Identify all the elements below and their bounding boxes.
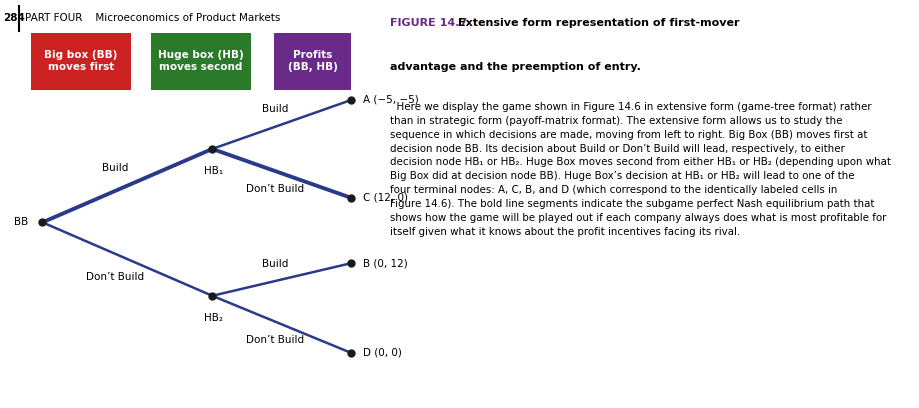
Text: Don’t Build: Don’t Build xyxy=(85,272,144,282)
Text: Profits
(BB, HB): Profits (BB, HB) xyxy=(288,51,337,72)
Text: Build: Build xyxy=(102,162,128,173)
Text: Don’t Build: Don’t Build xyxy=(245,184,303,194)
FancyBboxPatch shape xyxy=(274,33,351,90)
Text: advantage and the preemption of entry.: advantage and the preemption of entry. xyxy=(390,62,640,73)
Text: HB₁: HB₁ xyxy=(204,166,223,176)
Text: HB₂: HB₂ xyxy=(204,313,223,323)
Text: PART FOUR    Microeconomics of Product Markets: PART FOUR Microeconomics of Product Mark… xyxy=(25,13,279,23)
Text: FIGURE 14.7: FIGURE 14.7 xyxy=(390,18,471,29)
Text: D (0, 0): D (0, 0) xyxy=(362,348,402,358)
FancyBboxPatch shape xyxy=(31,33,131,90)
Text: Build: Build xyxy=(261,104,288,114)
Text: 284: 284 xyxy=(3,13,25,23)
Text: C (12, 0): C (12, 0) xyxy=(362,193,407,203)
Text: A (−5, −5): A (−5, −5) xyxy=(362,95,418,105)
Text: Don’t Build: Don’t Build xyxy=(245,335,303,345)
Text: Extensive form representation of first-mover: Extensive form representation of first-m… xyxy=(458,18,739,29)
Text: B (0, 12): B (0, 12) xyxy=(362,258,407,268)
Text: Huge box (HB)
moves second: Huge box (HB) moves second xyxy=(158,51,244,72)
FancyBboxPatch shape xyxy=(151,33,251,90)
Text: Here we display the game shown in Figure 14.6 in extensive form (game-tree forma: Here we display the game shown in Figure… xyxy=(390,102,890,237)
Text: Build: Build xyxy=(261,259,288,269)
Text: Big box (BB)
moves first: Big box (BB) moves first xyxy=(44,51,118,72)
Text: BB: BB xyxy=(14,217,28,227)
